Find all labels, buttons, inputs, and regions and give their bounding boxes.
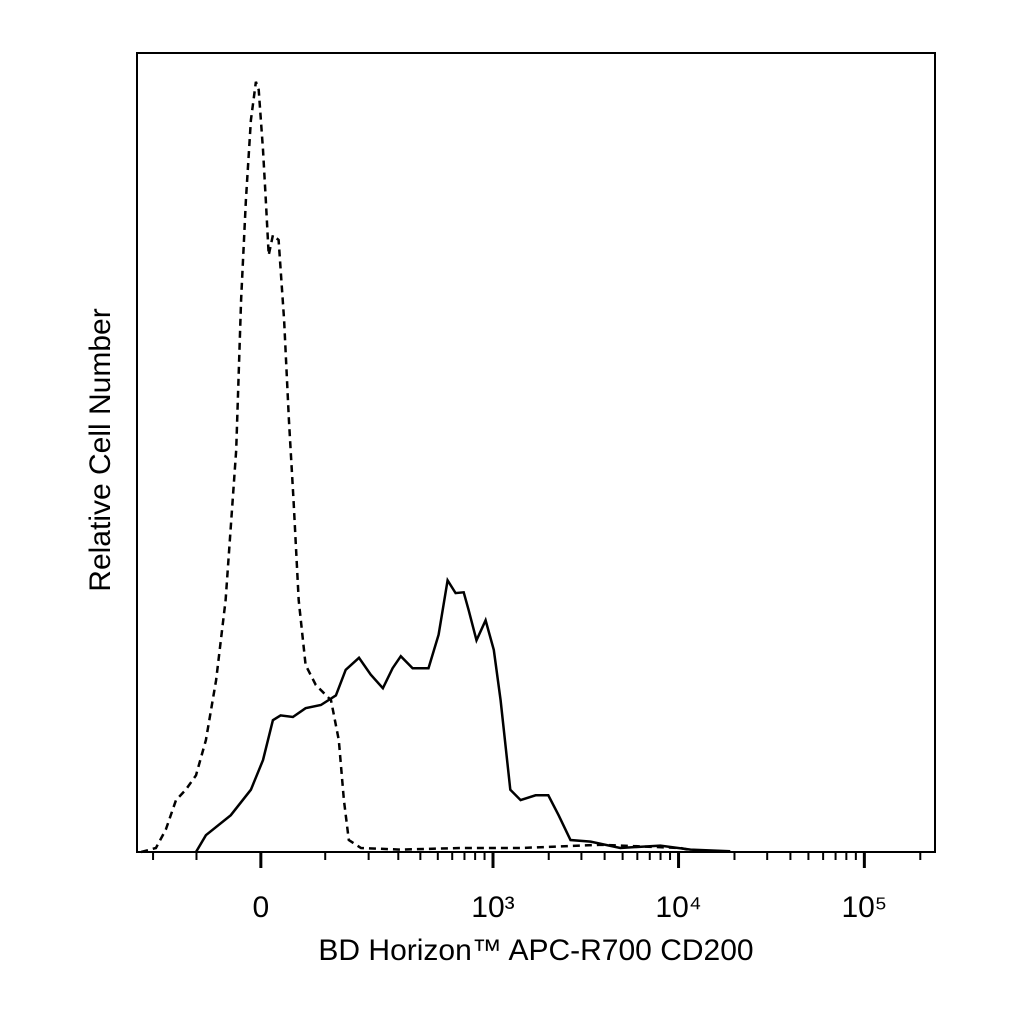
histogram-line (140, 81, 701, 854)
x-tick-label: 0 (253, 891, 270, 924)
x-axis-label: BD Horizon™ APC-R700 CD200 (318, 934, 753, 967)
x-tick-label: 10⁵ (841, 891, 887, 924)
plot-frame (136, 52, 936, 853)
y-axis-label: Relative Cell Number (84, 308, 117, 591)
x-tick-label: 10⁴ (655, 891, 701, 924)
x-tick-label: 10³ (471, 891, 514, 924)
histogram-line (194, 576, 731, 853)
